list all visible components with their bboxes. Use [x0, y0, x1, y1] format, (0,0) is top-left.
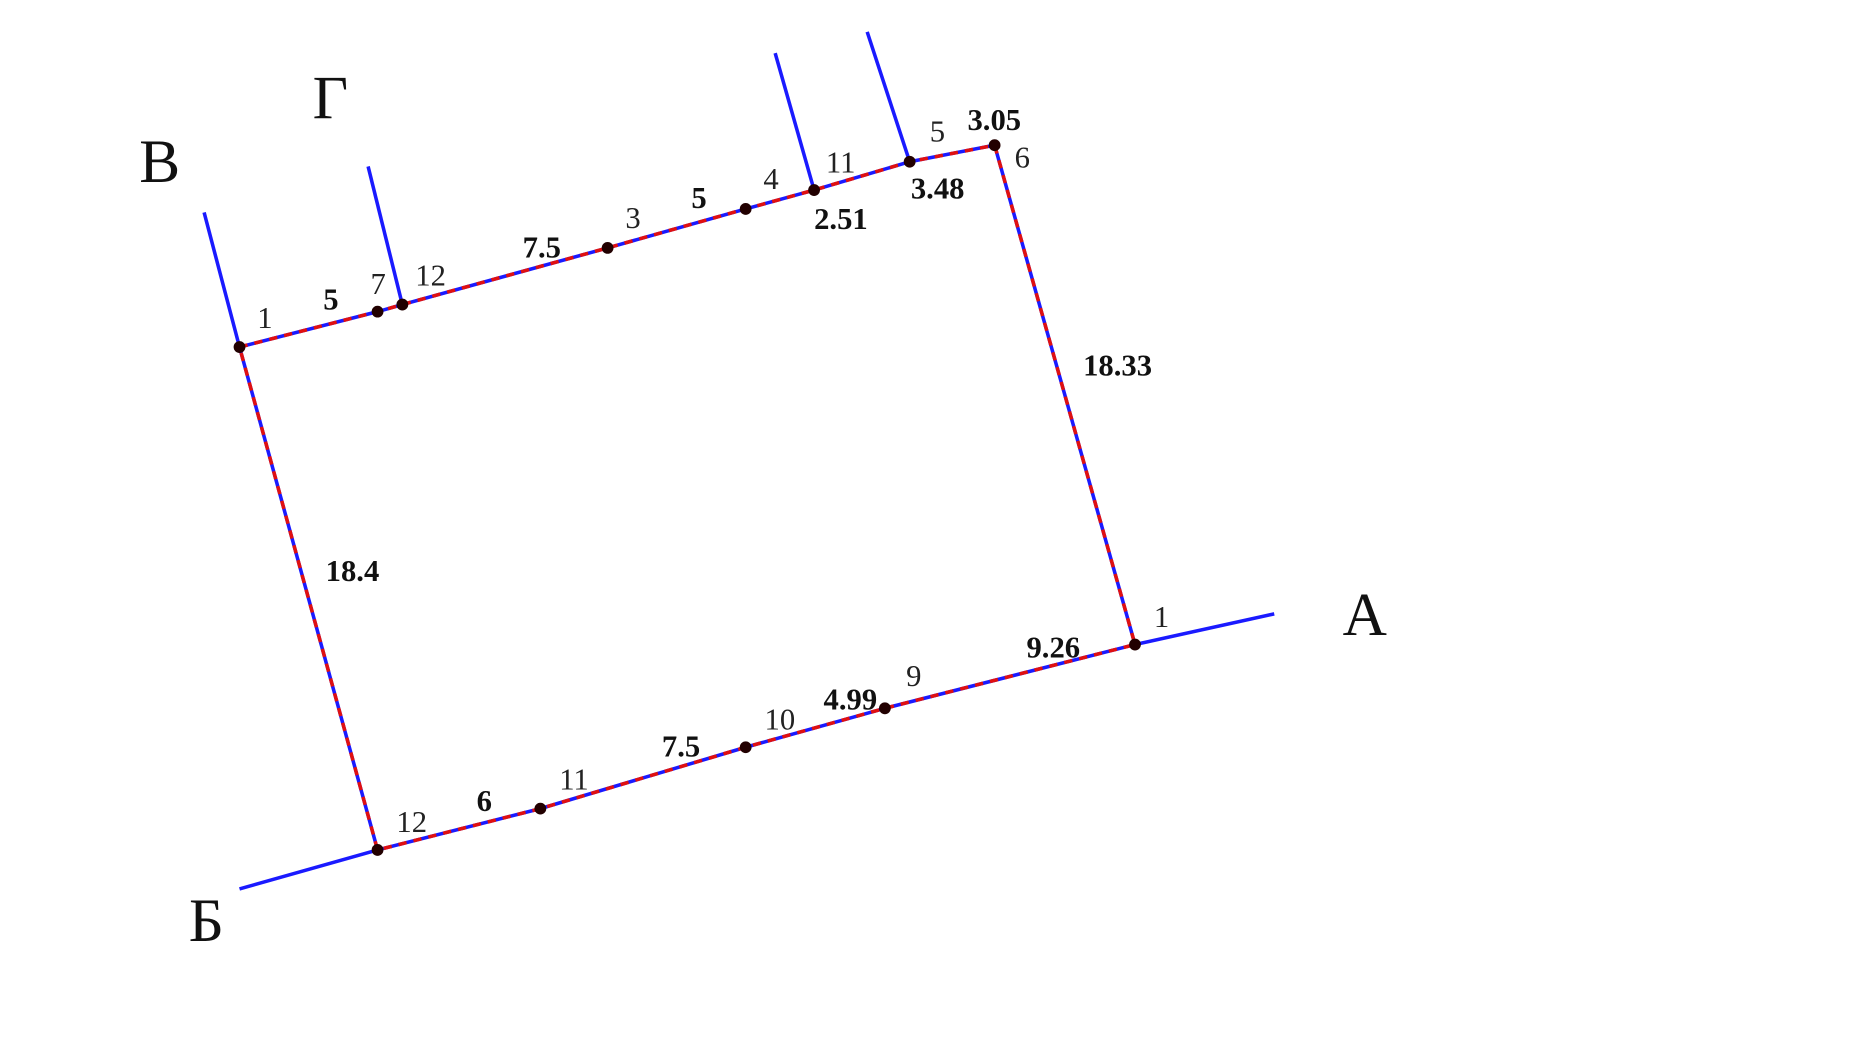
point-label: 4: [763, 162, 778, 196]
line-top-2: [865, 31, 912, 163]
point-label: 1: [257, 301, 272, 335]
length-label: 9.26: [1026, 631, 1080, 665]
vertex: [808, 184, 820, 196]
point-label: 5: [930, 115, 945, 149]
point-label: 10: [765, 703, 796, 737]
line-top-1: [773, 52, 816, 191]
letter-v: В: [139, 128, 180, 196]
length-label: 3.48: [911, 171, 965, 205]
line-a: [1134, 612, 1275, 647]
point-label: 3: [625, 201, 640, 235]
vertices: [233, 139, 1141, 856]
length-label: 5: [691, 181, 706, 215]
vertex: [233, 341, 246, 353]
vertex: [396, 298, 409, 311]
letter-b: Б: [189, 887, 224, 955]
point-label: 9: [906, 659, 921, 693]
length-label: 3.05: [967, 103, 1021, 137]
vertex: [903, 155, 916, 168]
point-label: 1: [1154, 600, 1169, 634]
point-label: 12: [415, 259, 446, 293]
length-label: 7.5: [523, 230, 561, 264]
length-label-left: 18.4: [326, 554, 380, 588]
vertex: [601, 241, 614, 254]
point-label: 7: [370, 267, 385, 301]
parcel-boundary: [237, 143, 1138, 853]
vertex: [371, 844, 384, 856]
point-label: 11: [826, 145, 856, 179]
point-label: 12: [396, 805, 427, 839]
vertex: [534, 802, 547, 815]
line-b: [239, 848, 379, 891]
line-v: [202, 212, 242, 348]
letter-g: Г: [313, 64, 348, 132]
letter-a: А: [1343, 581, 1387, 649]
vertex: [739, 203, 752, 215]
vertex: [1129, 638, 1141, 651]
vertex: [878, 702, 891, 715]
point-label: 11: [559, 763, 589, 797]
street-lines: [202, 31, 1275, 891]
length-label: 6: [477, 784, 492, 818]
length-label: 2.51: [814, 202, 868, 236]
length-label: 7.5: [662, 730, 700, 764]
point-label: 6: [1015, 141, 1030, 175]
line-g: [366, 166, 405, 305]
boundary-red-dashed: [237, 143, 1138, 853]
length-label: 4.99: [824, 682, 878, 716]
length-label: 5: [323, 282, 338, 316]
length-label-right: 18.33: [1083, 348, 1152, 382]
vertex: [988, 139, 1001, 152]
vertex: [371, 305, 384, 318]
vertex: [739, 741, 752, 754]
